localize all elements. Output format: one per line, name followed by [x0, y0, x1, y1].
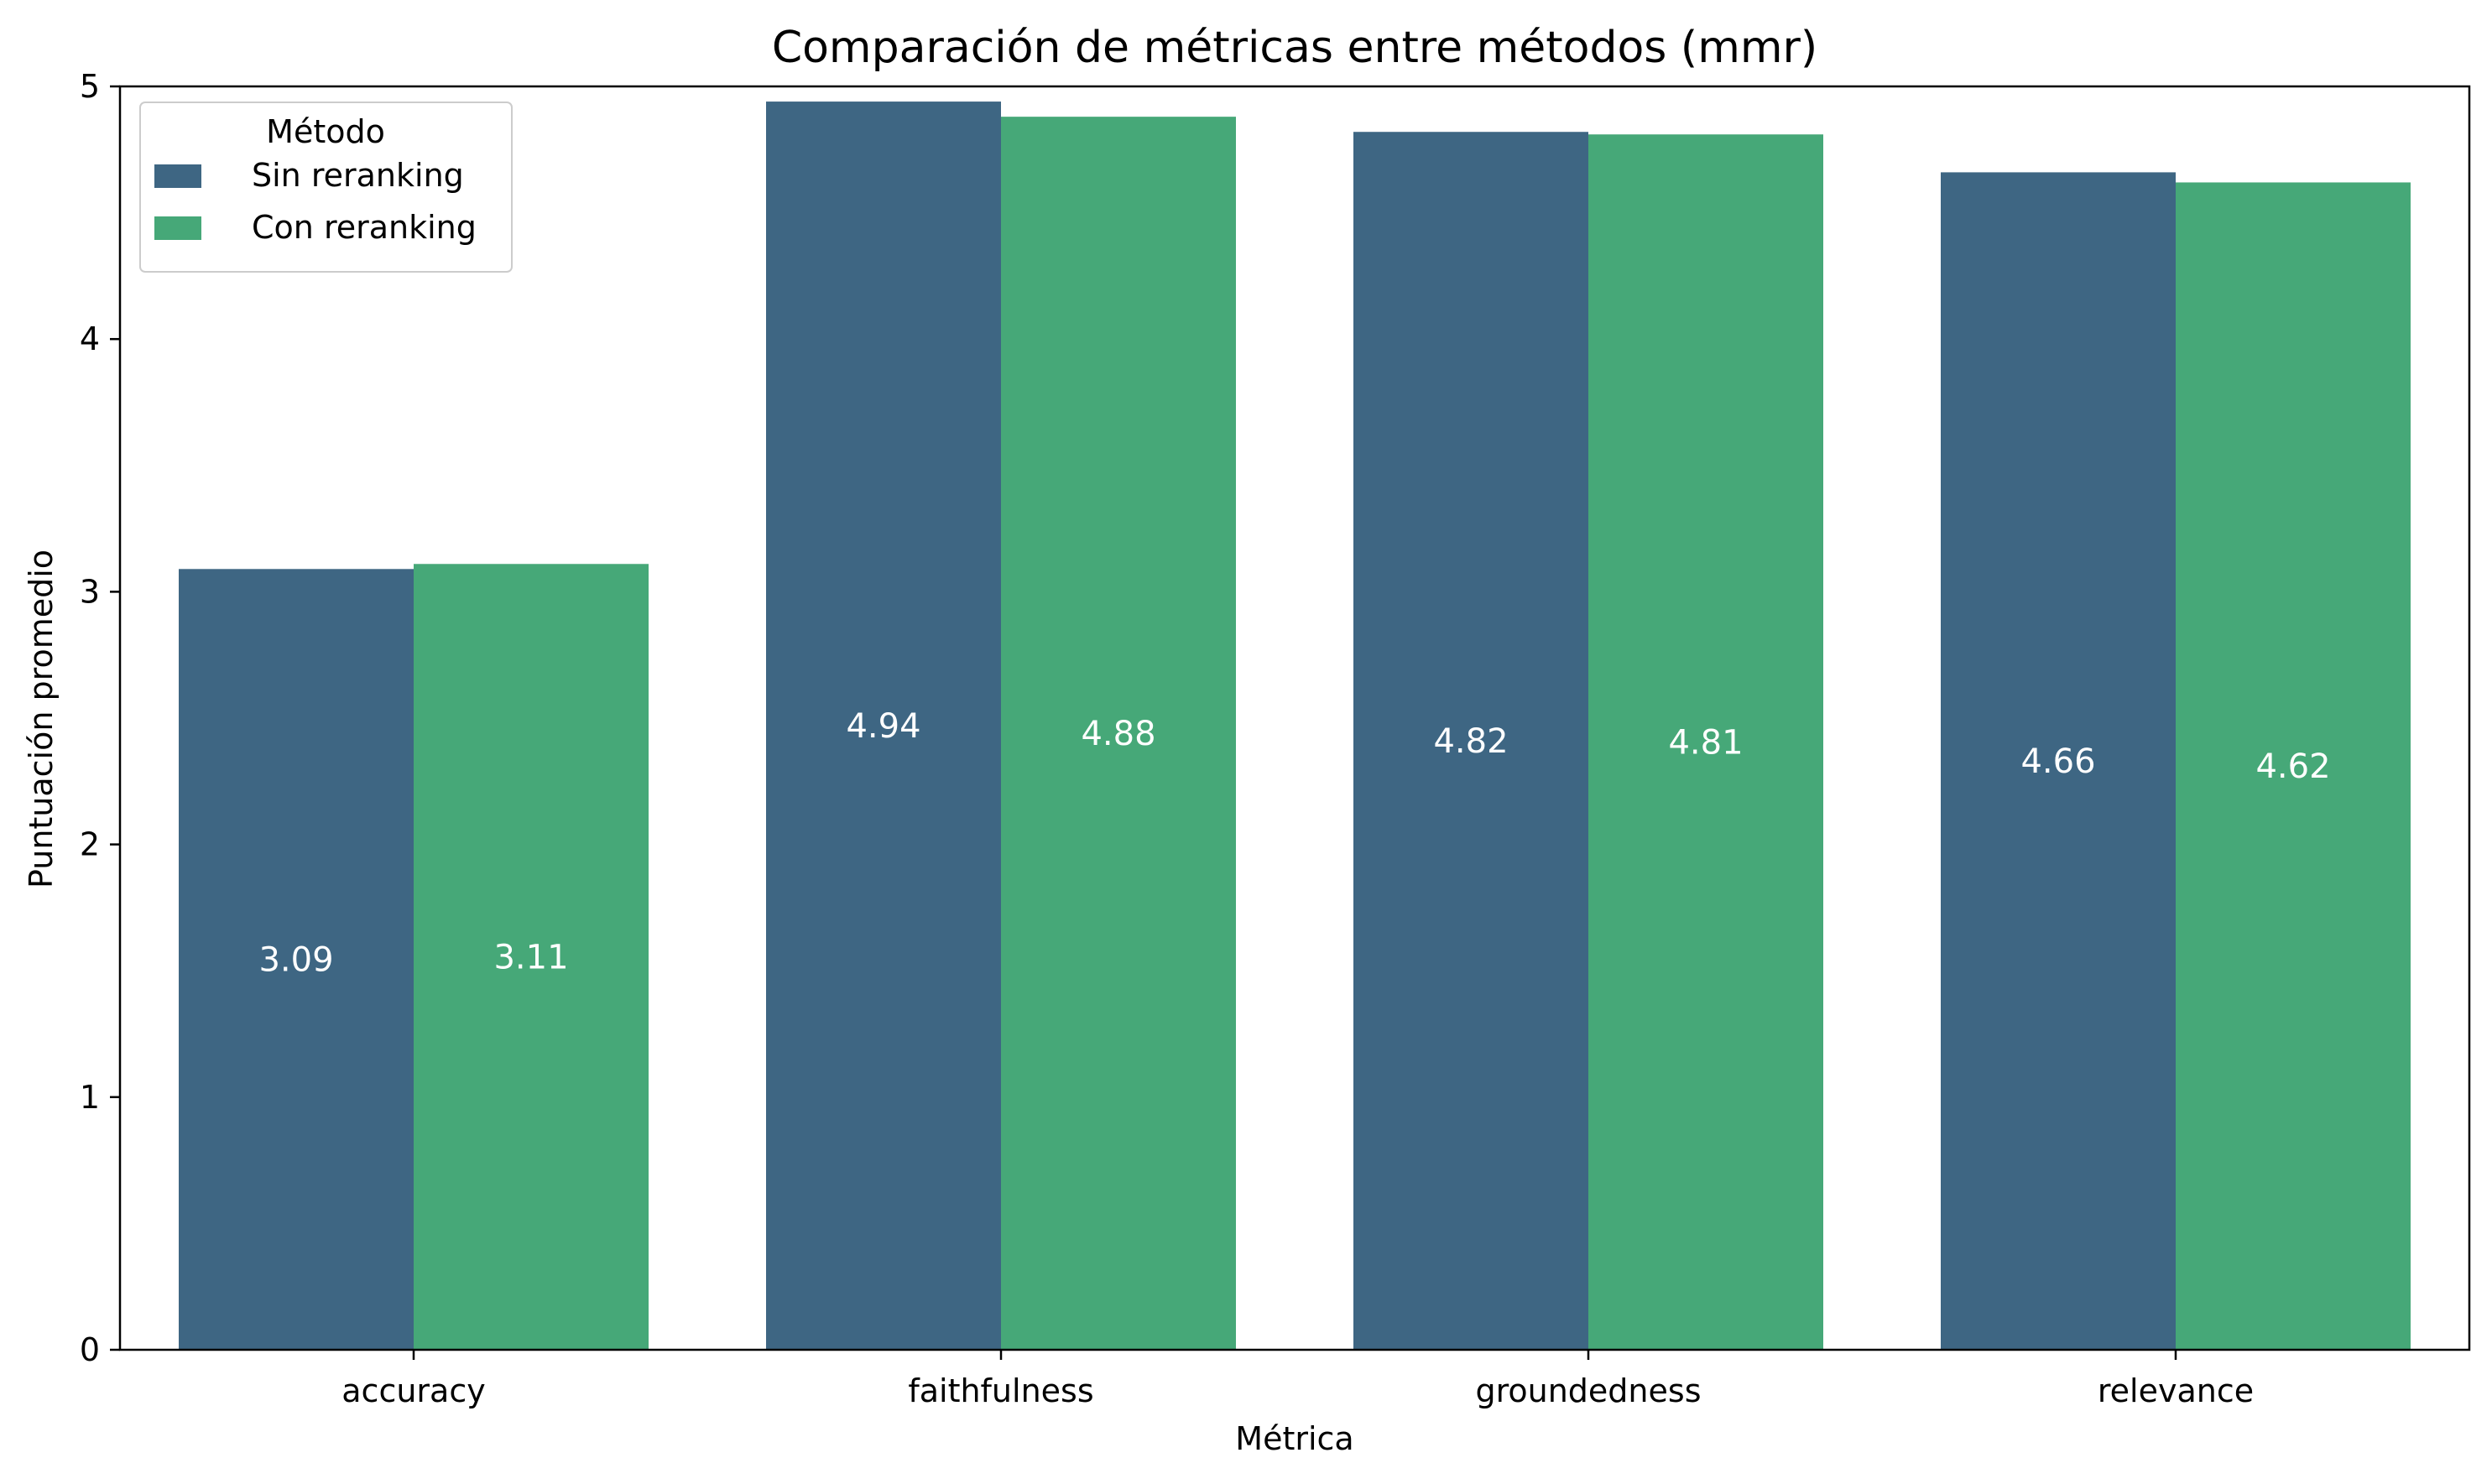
y-tick-label: 0: [80, 1331, 100, 1368]
legend-entry-label: Sin reranking: [252, 157, 464, 194]
x-axis-label: Métrica: [1235, 1420, 1353, 1457]
bar-accuracy-series-0: [179, 569, 414, 1350]
x-tick-label-faithfulness: faithfulness: [908, 1372, 1093, 1409]
bar-faithfulness-series-1: [1001, 117, 1236, 1350]
bar-accuracy-series-1: [414, 564, 649, 1350]
bar-value-label: 4.82: [1433, 722, 1508, 761]
bars-group: [179, 102, 2411, 1351]
y-tick-label: 5: [80, 68, 100, 105]
bar-groundedness-series-0: [1353, 132, 1588, 1350]
bar-value-label: 4.81: [1668, 724, 1743, 763]
legend: Método Sin reranking Con reranking: [139, 102, 513, 273]
bar-value-label: 4.62: [2255, 747, 2330, 786]
y-tick-label: 2: [80, 826, 100, 863]
bar-value-label: 3.11: [493, 939, 568, 977]
legend-swatch: [154, 164, 201, 188]
x-tick-label-relevance: relevance: [2098, 1372, 2254, 1409]
y-tick-label: 4: [80, 320, 100, 357]
bar-value-label: 3.09: [258, 941, 333, 980]
x-axis: accuracy faithfulness groundedness relevanc…: [341, 1350, 2254, 1409]
legend-title: Método: [266, 113, 385, 150]
legend-box: [139, 102, 513, 273]
y-axis: 0 1 2 3 4 5: [80, 68, 120, 1368]
bar-labels-group: 3.09 4.94 4.82 4.66 3.11 4.88 4.81 4.62: [258, 707, 2330, 980]
bar-value-label: 4.66: [2020, 742, 2095, 781]
y-axis-label: Puntuación promedio: [23, 549, 60, 888]
bar-value-label: 4.88: [1081, 715, 1155, 753]
y-tick-label: 3: [80, 573, 100, 610]
bar-groundedness-series-1: [1588, 134, 1823, 1350]
legend-entry-label: Con reranking: [252, 209, 477, 246]
x-tick-label-groundedness: groundedness: [1475, 1372, 1701, 1409]
bar-value-label: 4.94: [846, 707, 920, 746]
x-tick-label-accuracy: accuracy: [341, 1372, 485, 1409]
bar-relevance-series-0: [1941, 172, 2176, 1351]
plot-frame: [118, 85, 2471, 1351]
bar-relevance-series-1: [2176, 182, 2411, 1350]
chart-title: Comparación de métricas entre métodos (m…: [772, 23, 1817, 73]
legend-swatch: [154, 216, 201, 240]
y-tick-label: 1: [80, 1079, 100, 1116]
bar-faithfulness-series-0: [766, 102, 1001, 1350]
